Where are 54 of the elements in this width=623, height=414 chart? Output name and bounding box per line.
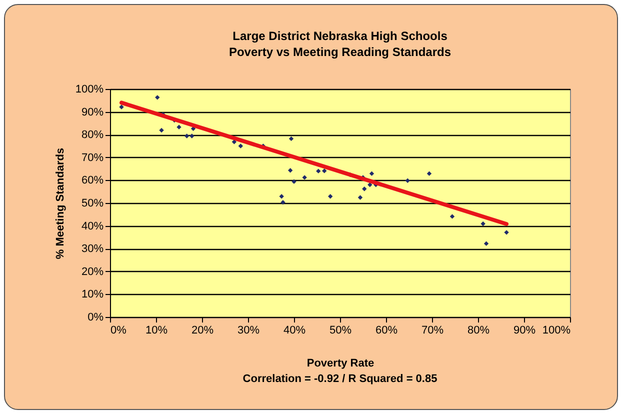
point — [184, 134, 190, 138]
y-tick-label: 0% — [88, 312, 104, 324]
point — [504, 230, 509, 235]
chart-subtitle: Poverty vs Meeting Reading Standards — [228, 45, 452, 59]
point — [369, 171, 374, 176]
x-tick-label: 10% — [145, 324, 168, 336]
point — [155, 95, 160, 100]
x-tick-label: 90% — [513, 324, 536, 336]
x-tick-label: 40% — [283, 324, 306, 336]
point — [322, 168, 327, 174]
point — [316, 168, 321, 174]
point — [358, 195, 363, 200]
point — [119, 104, 124, 110]
point — [190, 134, 194, 138]
point — [288, 168, 293, 173]
point — [280, 200, 286, 205]
point — [159, 128, 164, 133]
point — [426, 171, 432, 176]
point — [450, 214, 455, 219]
y-tick-label: 20% — [81, 266, 104, 278]
point — [484, 241, 489, 246]
y-tick-label: 70% — [81, 152, 104, 164]
point — [292, 179, 296, 184]
point — [328, 194, 333, 199]
y-axis-title: % Meeting Standards — [54, 148, 66, 260]
y-tick-label: 10% — [81, 288, 104, 301]
y-tick-label: 100% — [75, 84, 104, 96]
x-tick-label: 70% — [421, 324, 444, 336]
point — [238, 144, 243, 148]
point — [480, 221, 486, 226]
point — [232, 140, 237, 144]
y-tick-label: 30% — [81, 243, 104, 256]
x-tick-label: 100% — [542, 324, 571, 336]
x-tick-label: 0% — [110, 324, 127, 336]
y-tick-label: 60% — [81, 174, 104, 187]
point — [405, 178, 410, 183]
x-tick-label: 30% — [237, 324, 260, 336]
x-axis-title: Poverty Rate — [306, 358, 374, 370]
y-tick-label: 40% — [81, 220, 104, 232]
point — [302, 175, 307, 180]
x-tick-label: 50% — [329, 324, 352, 336]
y-tick-label: 90% — [81, 106, 104, 118]
y-tick-label: 80% — [81, 129, 104, 142]
point — [176, 124, 182, 130]
x-tick-label: 20% — [191, 324, 214, 336]
x-tick-label: 80% — [467, 324, 490, 336]
point — [362, 186, 367, 192]
y-tick-label: 50% — [81, 198, 104, 210]
point — [288, 136, 294, 142]
x-tick-label: 60% — [375, 324, 398, 336]
point — [279, 194, 284, 199]
point — [368, 182, 372, 188]
text: Correlation = -0.92 / R Squared = 0.85 — [242, 373, 438, 385]
chart-title: Large District Nebraska High Schools — [232, 29, 448, 43]
